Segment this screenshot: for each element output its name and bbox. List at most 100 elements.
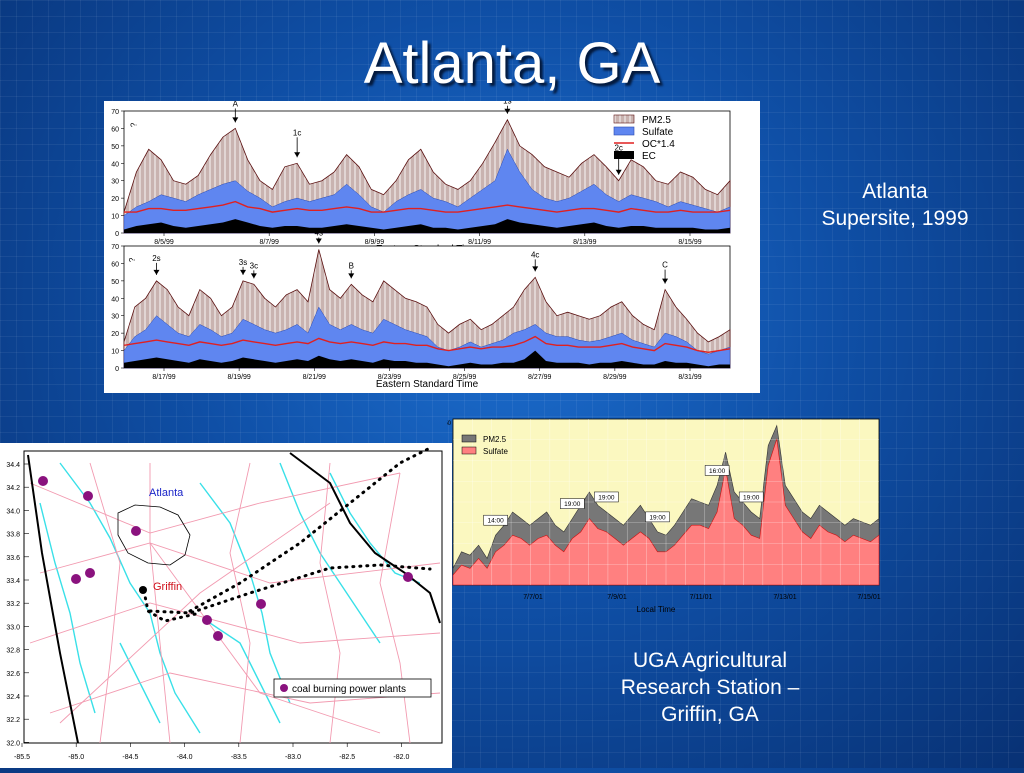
lon-tick-label: -82.0 [393,754,409,761]
state-boundary-west [27,454,79,744]
x-tick-label: 8/19/99 [227,374,250,381]
power-plant-marker [202,615,212,625]
y-tick-label: 0 [115,366,119,373]
power-plant-marker [71,574,81,584]
y-tick-label: 70 [111,244,119,251]
y-tick-label: 20 [111,331,119,338]
griffin-x-tick-label: 7/11/01 [690,594,713,601]
legend-label: OC*1.4 [642,139,675,150]
annotation-4s-arrow-head [315,238,322,244]
atlanta-chart-1: 0 10 20 30 40 50 60 70 8/5/99 8/7/99 8/9/99 8/11/99… [111,109,731,255]
annotation-c-label: C [662,261,668,270]
annotation-question: ? [128,257,137,262]
caption-line: UGA Agricultural [632,649,788,672]
annotation-1c-arrow-head [294,152,301,158]
annotation-1s-label: 1s [503,101,511,106]
atlanta-charts-svg: 0 10 20 30 40 50 60 70 8/5/99 8/7/99 8/9/99 8/11/99… [111,97,731,390]
atlanta-chart-2: 0 10 20 30 40 50 60 70 8/17/99 8/19/99 8/21/99 8/23… [111,244,731,390]
annotation-2s-label: 2s [152,254,160,263]
power-plant-marker [131,526,141,536]
x-tick-label: 8/17/99 [152,374,175,381]
lat-tick-label: 33.0 [6,624,20,631]
lat-tick-label: 34.0 [6,508,20,515]
y-tick-label: 40 [111,161,119,168]
georgia-map: Atlanta Griffin coal burning power plant… [0,443,452,768]
griffin-x-tick-label: 7/7/01 [523,594,543,601]
y-tick-label: 20 [111,196,119,203]
time-annotation-label: 19:00 [649,514,666,521]
roads [29,462,441,744]
griffin-label: Griffin [153,581,182,593]
x-tick-label: 8/21/99 [303,374,326,381]
annotation-4c-arrow-head [532,266,539,272]
x-tick-label: 8/9/99 [365,239,385,246]
atlanta-urban-area [117,504,191,566]
slide-title: Atlanta, GA [363,31,661,96]
griffin-x-axis-label: Local Time [637,605,676,614]
lat-tick-label: 32.4 [6,694,20,701]
annotation-4c-label: 4c [531,250,539,259]
griffin-legend: PM2.5 Sulfate [461,434,508,456]
time-annotation-box [483,514,508,526]
sulfate-area [123,306,731,369]
x-tick-label: 8/15/99 [678,239,701,246]
caption-atlanta-supersite: Atlanta Supersite, 1999 [790,178,1000,232]
annotation-3c-arrow-head [250,273,257,279]
x-tick-label: 8/13/99 [573,239,596,246]
x-tick-label: 8/23/99 [378,374,401,381]
caption-line: Research Station – [620,676,800,699]
legend-label: PM2.5 [642,115,671,126]
lon-tick-label: -83.5 [231,754,247,761]
x-tick-label: 8/27/99 [528,374,551,381]
annotation-1s-arrow-head [504,108,511,114]
y-tick-label: 70 [111,109,119,116]
annotation-a-label: A [233,101,239,108]
x-tick-label: 8/31/99 [678,374,701,381]
atlanta-supersite-figure: 0 10 20 30 40 50 60 70 8/5/99 8/7/99 8/9/99 8/11/99… [104,97,760,393]
y-tick-label: 30 [111,179,119,186]
lat-tick-label: 33.2 [6,601,20,608]
griffin-x-tick-label: 7/15/01 [857,594,880,601]
lat-tick-label: 32.2 [6,717,20,724]
griffin-figure: 50 PM2.5 Sulfate 14:00 19:00 19:00 19:00 16:00 1… [444,417,888,617]
map-legend-box [273,678,432,698]
annotation-2c-label: 2c [614,144,622,153]
y-tick-label: 60 [111,261,119,268]
power-plant-marker [38,476,48,486]
legend-label: PM2.5 [483,435,507,444]
time-annotation-label: 19:00 [564,501,581,508]
legend-label: EC [642,151,656,162]
trajectories [142,446,432,623]
x-axis-label: Eastern Standard Time [376,379,479,390]
lat-tick-label: 33.4 [6,578,20,585]
power-plant-marker [83,491,93,501]
legend-swatch [461,434,477,443]
annotation-b-label: B [349,261,354,270]
time-annotation-label: 19:00 [743,494,760,501]
lon-tick-label: -83.0 [285,754,301,761]
map-legend-label: coal burning power plants [292,684,406,695]
ec-area [124,219,730,233]
caption-line: Atlanta [862,180,928,203]
time-annotation-box [645,511,670,523]
power-plant-marker [256,599,266,609]
annotation-2c-arrow-head [615,169,622,175]
griffin-chart-svg: 50 PM2.5 Sulfate 14:00 19:00 19:00 19:00 16:00 1… [444,418,881,614]
map-legend-marker [280,684,288,692]
x-tick-label: 8/11/99 [468,239,491,246]
time-annotation-box [704,465,730,476]
atlanta-label: Atlanta [149,487,184,499]
ec-area [124,350,730,368]
lon-tick-label: -85.0 [68,754,84,761]
x-tick-label: 8/5/99 [154,239,174,246]
time-annotation-label: 16:00 [709,468,726,475]
lat-tick-label: 34.4 [6,462,20,469]
oc-line [123,335,731,354]
y-tick-label: 50 [111,144,119,151]
legend-swatch [613,114,635,124]
lat-tick-label: 33.6 [6,555,20,562]
lat-tick-label: 34.2 [6,485,20,492]
legend-swatch [461,446,477,455]
rivers [39,462,421,734]
caption-line: Griffin, GA [661,703,759,726]
